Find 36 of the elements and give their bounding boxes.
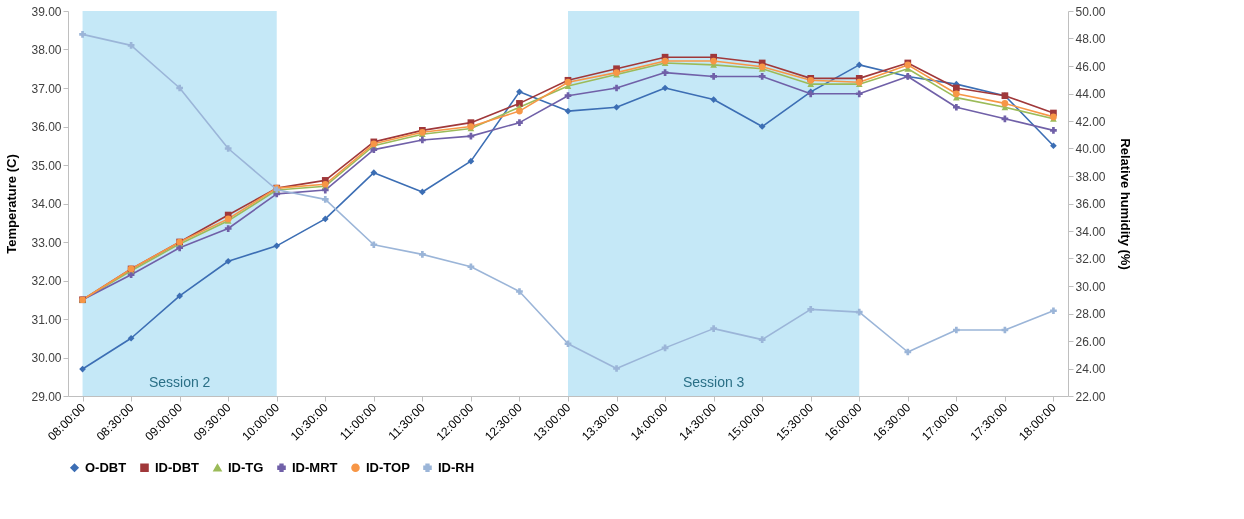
y-tick-label: 32.00 (31, 274, 62, 288)
legend-label: ID-MRT (292, 459, 338, 475)
band-label: Session 3 (682, 374, 745, 390)
y2-tick-label: 36.00 (1075, 197, 1106, 211)
y-tick-label: 31.00 (31, 312, 62, 327)
y2-tick-label: 50.00 (1075, 4, 1106, 19)
y2-tick-label: 26.00 (1075, 334, 1106, 349)
y-tick-label: 38.00 (31, 43, 62, 57)
y2-tick-label: 30.00 (1075, 279, 1106, 294)
legend-label: ID-TG (228, 459, 264, 475)
y2-tick-label: 48.00 (1075, 32, 1106, 46)
y-tick-label: 36.00 (31, 120, 62, 134)
y-tick-label: 37.00 (31, 81, 62, 96)
y2-tick-label: 34.00 (1075, 224, 1106, 239)
y-tick-label: 34.00 (31, 197, 62, 211)
legend-label: ID-TOP (366, 459, 411, 475)
y2-tick-label: 42.00 (1075, 114, 1106, 129)
legend-label: ID-RH (438, 459, 475, 475)
y2-tick-label: 24.00 (1075, 362, 1106, 376)
band-label: Session 2 (148, 374, 211, 390)
y2-tick-label: 22.00 (1075, 389, 1106, 404)
y2-tick-label: 46.00 (1075, 59, 1106, 74)
y-tick-label: 33.00 (31, 235, 62, 250)
y2-tick-label: 38.00 (1075, 169, 1106, 184)
y-tick-label: 35.00 (31, 158, 62, 173)
y-tick-label: 29.00 (31, 389, 62, 404)
y-tick-label: 39.00 (31, 4, 62, 19)
y2-tick-label: 40.00 (1075, 142, 1106, 156)
y2-axis-title: Relative humidity (%) (1117, 138, 1133, 270)
y2-tick-label: 44.00 (1075, 87, 1106, 101)
y2-tick-label: 32.00 (1075, 252, 1106, 266)
y2-tick-label: 28.00 (1075, 307, 1106, 321)
legend-label: O-DBT (85, 459, 127, 475)
y-tick-label: 30.00 (31, 351, 62, 365)
y-axis-title: Temperature (C) (4, 154, 20, 254)
legend-label: ID-DBT (155, 459, 200, 475)
